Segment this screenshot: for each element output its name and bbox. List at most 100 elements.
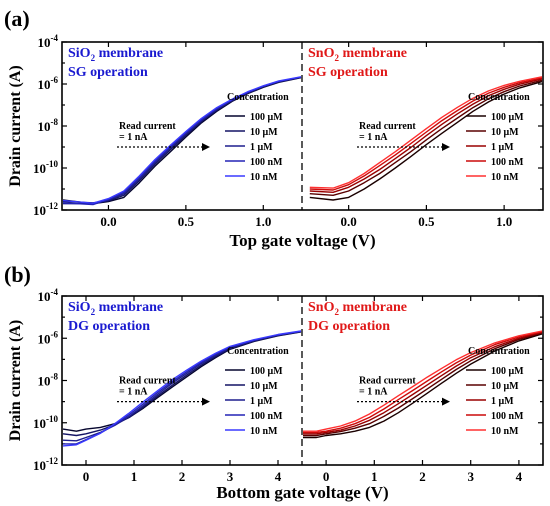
title-sub: 2 (91, 53, 96, 63)
legend-label: 100 μM (250, 366, 283, 377)
title-sub: 2 (334, 307, 339, 317)
series-line (303, 331, 543, 435)
legend-label: 100 μM (491, 366, 524, 377)
subplot-subtitle: SG operation (308, 65, 388, 80)
read-current-label: Read current (119, 376, 176, 387)
x-tick-label: 1 (131, 469, 138, 484)
subplot-1: 0.0 0.5 1.0 SnO2 membrane SG operation Read c… (308, 42, 543, 229)
y-tick-exp: -6 (51, 329, 59, 339)
read-current-value: = 1 nA (359, 387, 388, 398)
series-line (62, 76, 302, 204)
y-tick-exp: -4 (51, 33, 59, 43)
title-main: SnO (308, 300, 335, 315)
legend-label: 10 μM (491, 381, 519, 392)
legend-label: 100 nM (250, 411, 283, 422)
x-axis-label: Top gate voltage (V) (229, 231, 375, 250)
series-line (303, 332, 543, 437)
legend-label: 100 nM (250, 157, 283, 168)
read-current-value: = 1 nA (119, 132, 148, 143)
x-tick-label: 0.5 (418, 214, 435, 229)
y-axis-label: Drain current (A) (7, 65, 24, 186)
legend-title: Concentration (468, 92, 530, 103)
y-tick-label: 10-6 (38, 329, 59, 346)
subplot-title: SiO2 membrane (68, 300, 163, 317)
y-tick-exp: -6 (51, 75, 59, 85)
legend-title: Concentration (227, 346, 289, 357)
x-tick-label: 2 (419, 469, 426, 484)
title-rest: membrane (339, 300, 407, 315)
x-tick-label: 0.0 (100, 214, 116, 229)
title-rest: membrane (339, 46, 407, 61)
y-tick-exp: -8 (51, 372, 59, 382)
series-line (303, 330, 543, 432)
x-tick-label: 1 (371, 469, 378, 484)
x-tick-label: 1.0 (255, 214, 271, 229)
x-tick-label: 1.0 (496, 214, 512, 229)
y-tick-base: 10 (33, 161, 46, 176)
x-axis-label: Bottom gate voltage (V) (216, 483, 388, 502)
y-tick-exp: -12 (46, 201, 58, 211)
title-sub: 2 (334, 53, 339, 63)
y-tick-label: 10-10 (33, 414, 58, 431)
y-tick-base: 10 (33, 203, 46, 218)
legend-label: 10 μM (491, 127, 519, 138)
series-line (303, 333, 543, 439)
title-sub: 2 (91, 307, 96, 317)
read-current-label: Read current (359, 376, 416, 387)
legend-label: 1 μM (250, 396, 273, 407)
legend-title: Concentration (227, 92, 289, 103)
legend-label: 10 nM (250, 172, 278, 183)
y-tick-base: 10 (38, 119, 51, 134)
legend-label: 100 nM (491, 411, 524, 422)
title-main: SiO (68, 46, 91, 61)
series-line (309, 78, 543, 193)
y-tick-base: 10 (38, 374, 51, 389)
subplot-title: SnO2 membrane (308, 300, 407, 317)
y-axis-label: Drain current (A) (7, 320, 24, 441)
y-tick-label: 10-8 (38, 372, 59, 389)
x-tick-label: 0.5 (178, 214, 195, 229)
legend-label: 1 μM (250, 142, 273, 153)
y-tick-base: 10 (38, 77, 51, 92)
legend-label: 100 μM (491, 112, 524, 123)
title-main: SnO (308, 46, 335, 61)
y-tick-exp: -10 (46, 414, 58, 424)
read-current-label: Read current (359, 121, 416, 132)
legend-label: 1 μM (491, 396, 514, 407)
legend-label: 10 μM (250, 381, 278, 392)
arrow-head (202, 143, 210, 151)
legend-label: 10 μM (250, 127, 278, 138)
y-tick-label: 10-6 (38, 75, 59, 92)
read-current-label: Read current (119, 121, 176, 132)
y-tick-exp: -4 (51, 287, 59, 297)
x-tick-label: 0 (83, 469, 90, 484)
y-tick-exp: -8 (51, 117, 59, 127)
subplot-title: SnO2 membrane (308, 46, 407, 63)
subplot-subtitle: DG operation (308, 319, 390, 334)
y-tick-label: 10-12 (33, 456, 58, 473)
y-tick-base: 10 (38, 331, 51, 346)
subplot-subtitle: SG operation (68, 65, 148, 80)
y-tick-label: 10-10 (33, 159, 58, 176)
legend-label: 100 nM (491, 157, 524, 168)
legend-label: 10 nM (491, 172, 519, 183)
x-tick-label: 2 (179, 469, 186, 484)
x-tick-label: 4 (516, 469, 523, 484)
series-line (309, 79, 543, 196)
series-line (309, 76, 543, 189)
series-line (62, 330, 302, 447)
y-tick-base: 10 (38, 35, 51, 50)
legend-label: 10 nM (250, 426, 278, 437)
legend-label: 1 μM (491, 142, 514, 153)
title-rest: membrane (95, 46, 163, 61)
panel-label: (b) (4, 262, 31, 287)
x-tick-label: 3 (227, 469, 234, 484)
x-tick-label: 0 (323, 469, 330, 484)
y-tick-exp: -10 (46, 159, 58, 169)
arrow-head (442, 397, 450, 406)
